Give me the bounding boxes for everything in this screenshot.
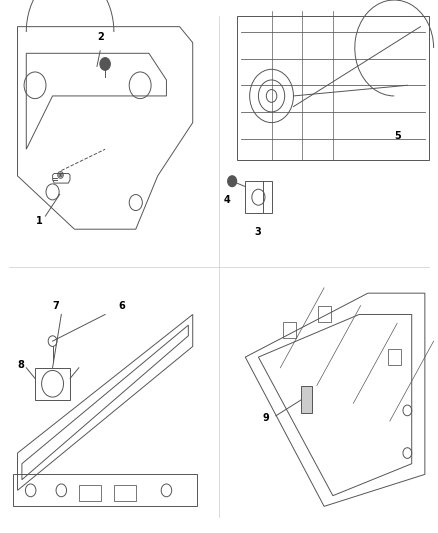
Text: 7: 7 [53,301,59,311]
Bar [237,16,429,160]
Bar [318,306,331,322]
Text: 9: 9 [263,413,269,423]
Text: 3: 3 [254,227,261,237]
Bar [79,485,101,501]
Text: 5: 5 [394,131,401,141]
Bar [114,485,136,501]
Text: 1: 1 [36,216,43,226]
Bar [283,322,296,338]
Bar [301,386,312,413]
Circle shape [100,58,110,70]
Text: 2: 2 [97,33,104,42]
Bar [245,181,272,213]
Bar [35,368,70,400]
Circle shape [228,176,237,187]
Bar [388,349,401,365]
Text: 8: 8 [18,360,25,370]
Text: 4: 4 [223,195,230,205]
Text: 6: 6 [118,301,125,311]
